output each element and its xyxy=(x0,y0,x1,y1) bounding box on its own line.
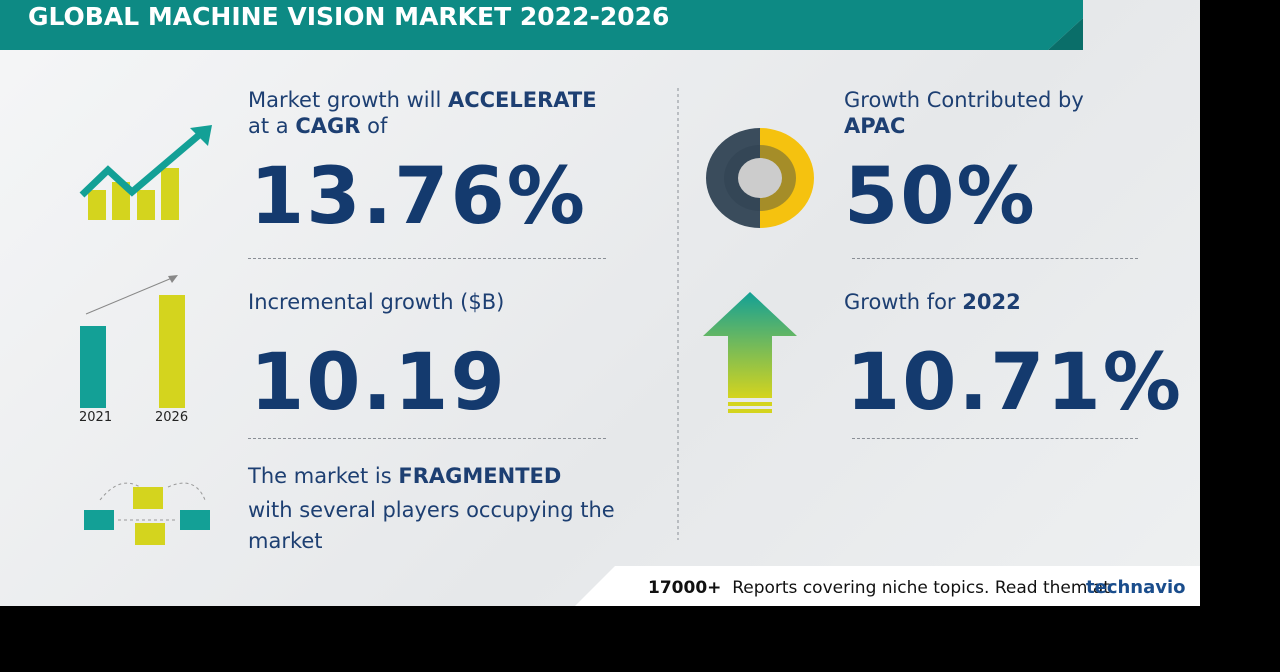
region-label: Growth Contributed by xyxy=(844,88,1084,112)
incremental-value: 10.19 xyxy=(250,338,507,428)
divider xyxy=(248,258,606,259)
emphasis: ACCELERATE xyxy=(447,88,597,112)
infographic: GLOBAL MACHINE VISION MARKET 2022-2026 M… xyxy=(0,0,1200,606)
footer-text: Reports covering niche topics. Read them… xyxy=(732,578,1110,598)
year-growth-text: Growth for 2022 xyxy=(844,290,1021,314)
footer: 17000+ Reports covering niche topics. Re… xyxy=(648,578,1110,598)
text: The market is xyxy=(248,464,392,488)
title: GLOBAL MACHINE VISION MARKET 2022-2026 xyxy=(28,2,670,31)
text: of xyxy=(367,114,388,138)
brand[interactable]: technavio xyxy=(1086,577,1186,598)
fragmented-text: with several players occupying the marke… xyxy=(248,498,615,553)
fragmented-text: The market is FRAGMENTED xyxy=(248,464,561,488)
divider xyxy=(248,438,606,439)
emphasis: 2022 xyxy=(962,290,1021,314)
year-growth-value: 10.71% xyxy=(846,338,1183,428)
year-label: 2026 xyxy=(155,410,189,425)
year-label: 2021 xyxy=(79,410,113,425)
incremental-label: Incremental growth ($B) xyxy=(248,290,505,314)
divider xyxy=(852,438,1138,439)
growth-text: at a CAGR of xyxy=(248,114,387,138)
region-value: 50% xyxy=(844,152,1037,242)
count: 17000+ xyxy=(648,578,722,598)
cagr-value: 13.76% xyxy=(250,152,587,242)
growth-text: Market growth will ACCELERATE xyxy=(248,88,597,112)
text: at a xyxy=(248,114,289,138)
text: Growth for xyxy=(844,290,956,314)
text: Market growth will xyxy=(248,88,442,112)
decor xyxy=(0,0,1200,606)
region-name: APAC xyxy=(844,114,906,138)
emphasis: CAGR xyxy=(295,114,361,138)
emphasis: FRAGMENTED xyxy=(398,464,562,488)
divider xyxy=(852,258,1138,259)
